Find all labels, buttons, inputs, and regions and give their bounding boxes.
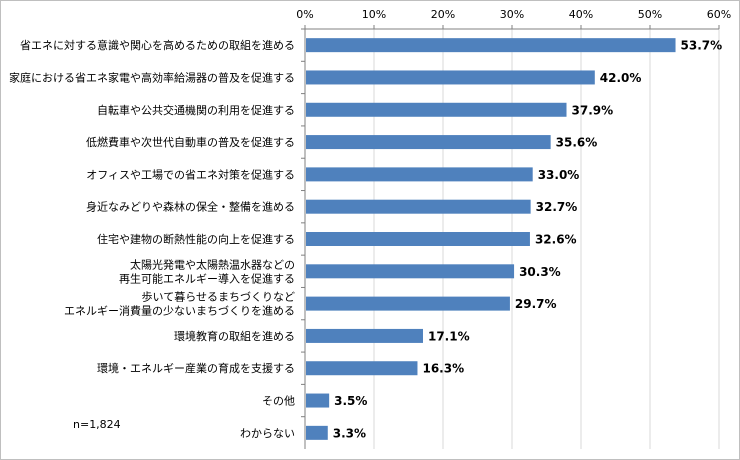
category-label: 住宅や建物の断熱性能の向上を促進する xyxy=(97,232,295,246)
value-label: 3.5% xyxy=(334,394,367,408)
value-label: 29.7% xyxy=(515,297,557,311)
category-label: 身近なみどりや森林の保全・整備を進める xyxy=(86,200,295,214)
bar xyxy=(306,135,551,150)
value-label: 17.1% xyxy=(428,329,470,343)
bar xyxy=(306,167,533,182)
bar xyxy=(306,38,676,53)
category-label: その他 xyxy=(262,395,295,408)
category-label: エネルギー消費量の少ないまちづくりを進める xyxy=(64,304,295,318)
x-tick-label: 0% xyxy=(296,8,313,21)
bar xyxy=(306,102,567,117)
bar xyxy=(306,70,595,85)
bar xyxy=(306,393,330,408)
value-label: 53.7% xyxy=(681,39,723,53)
value-label: 32.6% xyxy=(535,233,577,247)
sample-size-note: n=1,824 xyxy=(73,418,121,431)
x-tick-label: 20% xyxy=(431,8,455,21)
value-label: 33.0% xyxy=(538,168,580,182)
x-tick-label: 60% xyxy=(707,8,731,21)
category-label: 歩いて暮らせるまちづくりなど xyxy=(142,290,295,304)
category-label: 環境教育の取組を進める xyxy=(174,329,295,343)
category-label: 家庭における省エネ家電や高効率給湯器の普及を促進する xyxy=(9,70,295,84)
bar xyxy=(306,296,510,311)
value-label: 16.3% xyxy=(422,362,464,376)
category-label: 自転車や公共交通機関の利用を促進する xyxy=(97,103,295,117)
value-label: 32.7% xyxy=(536,200,578,214)
value-label: 3.3% xyxy=(333,426,366,440)
x-tick-label: 10% xyxy=(362,8,386,21)
category-label: 再生可能エネルギー導入を促進する xyxy=(119,271,295,285)
bar xyxy=(306,232,530,246)
bar xyxy=(306,361,418,376)
bar xyxy=(306,264,515,279)
value-label: 37.9% xyxy=(572,103,614,117)
x-tick-label: 50% xyxy=(638,8,662,21)
category-label: オフィスや工場での省エネ対策を促進する xyxy=(86,167,295,181)
x-tick-label: 40% xyxy=(569,8,593,21)
bar xyxy=(306,328,423,343)
value-label: 30.3% xyxy=(519,265,561,279)
category-label: 環境・エネルギー産業の育成を支援する xyxy=(97,361,295,375)
category-label: 低燃費車や次世代自動車の普及を促進する xyxy=(86,135,295,149)
category-label: わからない xyxy=(240,427,295,440)
category-label: 太陽光発電や太陽熱温水器などの xyxy=(130,257,295,271)
value-label: 35.6% xyxy=(556,136,598,150)
bar xyxy=(306,425,328,440)
x-tick-label: 30% xyxy=(500,8,524,21)
value-label: 42.0% xyxy=(600,71,642,85)
category-label: 省エネに対する意識や関心を高めるための取組を進める xyxy=(20,38,295,52)
bar xyxy=(306,199,531,214)
